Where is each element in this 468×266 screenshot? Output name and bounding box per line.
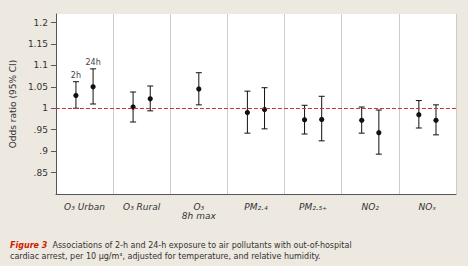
svg-text:1.15: 1.15 [28,39,48,49]
svg-text:.95: .95 [34,125,48,135]
svg-text:24h: 24h [85,58,100,67]
svg-text:NOₓ: NOₓ [419,202,437,212]
svg-text:.85: .85 [34,168,48,178]
svg-text:.9: .9 [39,146,48,156]
svg-text:cardiac arrest, per 10 μg/m³,: cardiac arrest, per 10 μg/m³, adjusted f… [10,252,321,261]
svg-text:1.05: 1.05 [28,82,48,92]
svg-text:1.1: 1.1 [34,60,48,70]
svg-text:2h: 2h [71,71,81,80]
svg-text:O₃ Rural: O₃ Rural [123,202,161,212]
svg-text:Figure 3: Figure 3 [10,241,48,250]
svg-text:PM₂.₅₊: PM₂.₅₊ [299,202,327,212]
svg-text:O₃ Urban: O₃ Urban [64,202,105,212]
svg-text:Odds ratio (95% CI): Odds ratio (95% CI) [8,60,18,149]
svg-text:PM₂.₄: PM₂.₄ [244,202,268,212]
svg-text:1: 1 [42,103,48,113]
svg-text:Associations of 2-h and 24-h e: Associations of 2-h and 24-h exposure to… [47,241,354,250]
svg-text:NO₂: NO₂ [362,202,380,212]
svg-text:8h max: 8h max [182,211,217,221]
svg-text:1.2: 1.2 [34,18,48,28]
svg-text:O₃: O₃ [193,201,205,212]
